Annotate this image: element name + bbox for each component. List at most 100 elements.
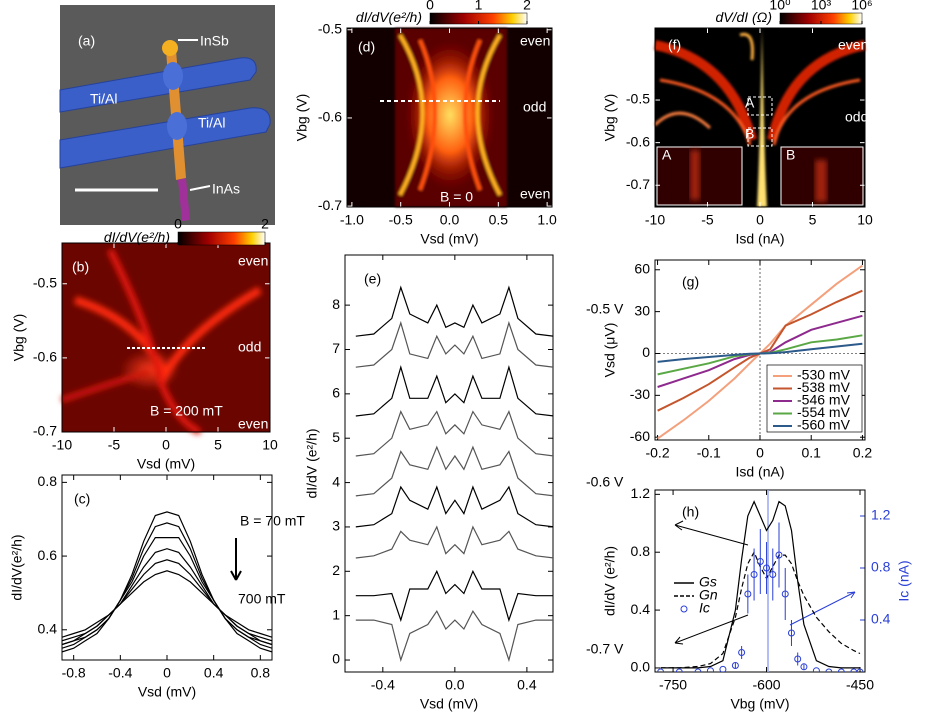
y-tick-label: 0: [642, 344, 650, 360]
colorbar-tick-label: 10³: [811, 0, 832, 13]
y-axis-label: dI/dV (e²/h): [304, 428, 320, 498]
series-line: [355, 445, 553, 497]
annotation: (f): [668, 37, 681, 53]
plot-frame: [61, 242, 271, 433]
x-tick-label: 1.0: [537, 212, 557, 228]
colorbar-tick-label: 0: [174, 216, 182, 232]
sem-image: [59, 5, 275, 225]
colorbar-tick-label: 10⁰: [769, 0, 791, 13]
series-group: [657, 264, 863, 440]
colorbar-tick-label: 2: [523, 0, 531, 13]
annotation: (g): [682, 274, 699, 290]
annotation: (h): [682, 504, 699, 520]
x-tick-label: -0.4: [371, 677, 395, 693]
x-axis-label: Vsd (mV): [137, 456, 195, 472]
y-axis-label: Vbg (V): [11, 314, 27, 361]
plot-frame: [344, 254, 554, 673]
y-tick-label: -0.7: [318, 197, 342, 213]
series-line: [355, 610, 553, 663]
x-tick-label: 0.2: [853, 445, 873, 461]
series-line: [62, 559, 272, 642]
marker: [657, 668, 665, 672]
series-line: [355, 285, 553, 337]
x-axis-label: Isd (nA): [735, 231, 784, 247]
legend-label: -554 mV: [797, 404, 851, 420]
series-line: [355, 320, 553, 368]
marker: [706, 667, 714, 672]
x-axis-label: Vsd (mV): [420, 231, 478, 247]
x-axis-label: Vbg (mV): [730, 696, 789, 712]
annotation: (c): [74, 491, 90, 507]
marker: [731, 662, 739, 669]
annotation: Ti/Al: [198, 115, 225, 131]
series-line: [660, 500, 860, 669]
annotation: A: [662, 147, 672, 163]
annotation: -0.7 V: [586, 641, 624, 657]
annotation: 700 mT: [238, 591, 286, 607]
x-tick-label: -5: [701, 212, 714, 228]
y-tick-label: -0.6: [626, 133, 650, 149]
annotation: B: [745, 126, 754, 142]
legend-label: -560 mV: [797, 417, 851, 433]
marker: [744, 590, 752, 598]
feature: [653, 40, 867, 142]
feature: [61, 369, 151, 403]
series-line: [62, 511, 272, 653]
x-tick-label: 0: [163, 665, 171, 681]
y-tick-label: 30: [634, 302, 650, 318]
marker: [800, 663, 808, 671]
x-tick-label: -10: [52, 437, 72, 453]
series-line: [355, 525, 553, 559]
x-tick-label: 5: [809, 212, 817, 228]
colorbar-label: dI/dV(e²/h): [104, 229, 170, 245]
annotation: -0.5 V: [586, 301, 624, 317]
series-line: [62, 537, 272, 646]
arrow: [230, 538, 242, 581]
annotation: InSb: [200, 33, 229, 49]
x-axis-label: Vsd (mV): [138, 684, 196, 700]
feature: [659, 78, 861, 146]
marker: [750, 571, 758, 578]
series-line: [355, 485, 553, 528]
y-tick-label: 7: [332, 340, 340, 356]
marker: [738, 649, 746, 656]
plot-frame: [654, 27, 866, 208]
y-axis-label: Vsd (μV): [602, 323, 618, 378]
annotation: B = 200 mT: [150, 403, 223, 419]
series-line: [355, 410, 553, 457]
annotation: odd: [523, 99, 546, 115]
legend-label: -530 mV: [797, 367, 851, 383]
y-tick-label: -60: [630, 428, 650, 444]
x-axis-label: Vsd (mV): [420, 696, 478, 712]
annotation: -0.6 V: [586, 474, 624, 490]
x-tick-label: -10: [645, 212, 665, 228]
y-tick-label: 0.8: [631, 543, 651, 559]
colorbar-tick-label: 0: [426, 0, 434, 13]
marker: [756, 558, 764, 565]
x-tick-label: 0.8: [251, 665, 271, 681]
x-tick-label: 0: [756, 212, 764, 228]
y-tick-label: 0.4: [38, 620, 58, 636]
annotation: Ti/Al: [90, 91, 117, 107]
y-tick-label: 0.8: [38, 473, 58, 489]
annotation: odd: [845, 109, 868, 125]
annotation: B: [786, 147, 795, 163]
series-group: [62, 511, 272, 653]
feature: [106, 248, 202, 436]
annotation: even: [520, 186, 550, 202]
plot-frame: [346, 27, 553, 208]
annotation: odd: [238, 339, 261, 355]
y-tick-label: 3: [332, 518, 340, 534]
series-line: [355, 365, 553, 417]
marker: [675, 668, 683, 672]
y-tick-label: -0.7: [626, 176, 650, 192]
series-line: [657, 342, 863, 363]
annotation: (e): [364, 271, 381, 287]
y-tick-label: -0.7: [33, 423, 57, 439]
marker: [763, 564, 771, 572]
annotation: (d): [358, 39, 375, 55]
annotation: B = 70 mT: [240, 513, 305, 529]
annotation: B = 0: [440, 189, 473, 205]
marker: [694, 668, 702, 672]
annotation: (b): [72, 259, 89, 275]
